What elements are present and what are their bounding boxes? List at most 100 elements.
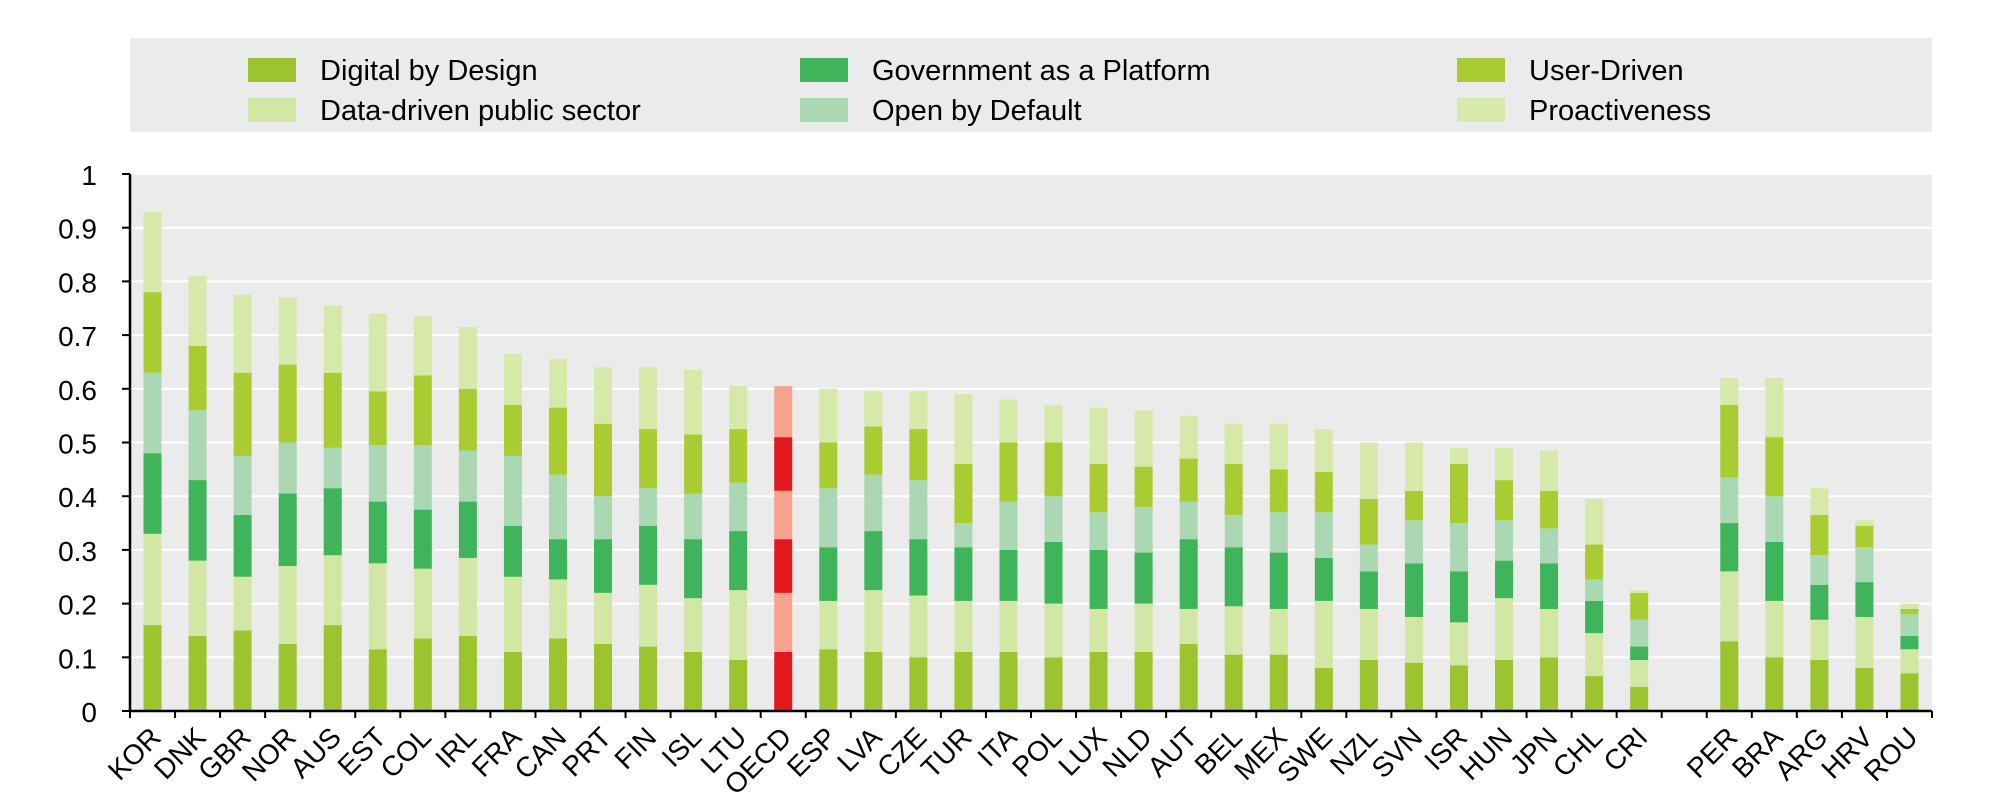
bar-gbr <box>233 294 252 711</box>
bar-segment-user-driven <box>1495 480 1514 521</box>
bar-segment-government-as-a-platform <box>1540 563 1559 609</box>
bar-segment-open-by-default <box>999 501 1018 550</box>
bar-segment-user-driven <box>909 429 928 481</box>
bar-chl <box>1585 498 1604 711</box>
bar-segment-proactiveness <box>233 294 252 373</box>
legend-item-digital-by-design: Digital by Design <box>248 55 538 87</box>
y-tick-label: 0.4 <box>58 482 97 513</box>
bar-segment-proactiveness <box>639 367 658 430</box>
bar-rou <box>1900 603 1919 711</box>
bar-segment-user-driven <box>1224 463 1243 515</box>
bar-segment-open-by-default <box>368 445 387 502</box>
bar-segment-open-by-default <box>1630 619 1649 647</box>
bar-segment-data-driven-public-sector <box>999 600 1018 652</box>
bar-segment-government-as-a-platform <box>1044 541 1063 604</box>
bar-segment-government-as-a-platform <box>323 488 342 556</box>
legend-label: Digital by Design <box>320 55 538 87</box>
bar-segment-open-by-default <box>864 474 883 532</box>
legend-swatch <box>1457 58 1505 82</box>
legend-swatch <box>1457 98 1505 122</box>
bar-segment-government-as-a-platform <box>864 531 883 591</box>
bar-segment-digital-by-design <box>1720 641 1739 711</box>
bar-segment-data-driven-public-sector <box>1179 608 1198 644</box>
bar-segment-government-as-a-platform <box>1179 539 1198 609</box>
bar-segment-digital-by-design <box>458 635 477 711</box>
bar-segment-government-as-a-platform <box>774 539 793 593</box>
bar-fra <box>503 353 522 711</box>
bar-segment-data-driven-public-sector <box>1449 622 1468 666</box>
bar-segment-open-by-default <box>1134 506 1153 553</box>
bar-segment-user-driven <box>323 372 342 448</box>
bar-segment-open-by-default <box>1810 555 1829 585</box>
bar-nzl <box>1359 442 1378 711</box>
legend-label: User-Driven <box>1529 55 1684 87</box>
bar-segment-data-driven-public-sector <box>233 576 252 631</box>
bar-segment-proactiveness <box>368 313 387 392</box>
bar-segment-digital-by-design <box>143 625 162 711</box>
bar-segment-digital-by-design <box>864 651 883 711</box>
bar-segment-open-by-default <box>1269 512 1288 553</box>
bar-segment-digital-by-design <box>1585 676 1604 711</box>
bar-segment-digital-by-design <box>368 649 387 711</box>
bar-segment-digital-by-design <box>1855 668 1874 711</box>
x-tick-label: LUX <box>1052 721 1113 782</box>
bar-segment-user-driven <box>188 345 207 411</box>
bar-segment-digital-by-design <box>1540 657 1559 711</box>
y-tick-label: 0.3 <box>58 536 97 567</box>
bar-segment-open-by-default <box>1540 528 1559 564</box>
bar-segment-open-by-default <box>143 372 162 454</box>
bar-mex <box>1269 423 1288 711</box>
bar-segment-data-driven-public-sector <box>819 600 838 650</box>
bar-segment-data-driven-public-sector <box>954 600 973 652</box>
bar-segment-proactiveness <box>1630 590 1649 593</box>
bar-hrv <box>1855 520 1874 711</box>
bar-segment-data-driven-public-sector <box>1314 600 1333 669</box>
bar-segment-proactiveness <box>413 316 432 376</box>
bar-segment-data-driven-public-sector <box>278 566 297 644</box>
bar-segment-user-driven <box>684 434 703 494</box>
bar-segment-proactiveness <box>774 386 793 438</box>
bar-segment-open-by-default <box>458 450 477 502</box>
bar-segment-government-as-a-platform <box>1449 571 1468 623</box>
bar-segment-digital-by-design <box>323 625 342 711</box>
bar-segment-proactiveness <box>278 297 297 365</box>
bar-segment-data-driven-public-sector <box>458 557 477 636</box>
bar-segment-digital-by-design <box>1495 659 1514 711</box>
bar-oecd <box>774 386 793 711</box>
bar-segment-user-driven <box>1765 437 1784 497</box>
x-tick-label: JPN <box>1504 721 1563 780</box>
bar-segment-digital-by-design <box>729 659 748 711</box>
bar-segment-government-as-a-platform <box>1359 571 1378 609</box>
y-tick-label: 0.5 <box>58 429 97 460</box>
bar-isr <box>1449 447 1468 711</box>
bar-segment-open-by-default <box>1449 523 1468 572</box>
bar-segment-government-as-a-platform <box>954 547 973 601</box>
bar-segment-user-driven <box>954 463 973 524</box>
bar-segment-government-as-a-platform <box>188 480 207 561</box>
bar-segment-proactiveness <box>684 370 703 435</box>
bar-segment-proactiveness <box>1179 415 1198 459</box>
bar-segment-government-as-a-platform <box>1630 646 1649 660</box>
bar-segment-government-as-a-platform <box>999 549 1018 601</box>
bar-ita <box>999 399 1018 711</box>
bar-segment-digital-by-design <box>188 635 207 711</box>
x-tick-label: EST <box>332 721 392 781</box>
bar-segment-government-as-a-platform <box>1314 557 1333 601</box>
bar-segment-proactiveness <box>864 391 883 427</box>
legend-swatch <box>248 58 296 82</box>
bar-segment-proactiveness <box>1765 378 1784 438</box>
bar-segment-data-driven-public-sector <box>1269 608 1288 655</box>
x-tick-label: TUR <box>915 721 978 784</box>
bar-segment-open-by-default <box>1855 547 1874 583</box>
bar-segment-proactiveness <box>1810 488 1829 515</box>
bar-segment-open-by-default <box>233 455 252 515</box>
bar-segment-government-as-a-platform <box>1404 563 1423 618</box>
bar-lux <box>1089 407 1108 711</box>
bar-segment-proactiveness <box>1359 442 1378 499</box>
bar-segment-data-driven-public-sector <box>1720 571 1739 642</box>
bar-segment-data-driven-public-sector <box>1540 608 1559 658</box>
bar-hun <box>1495 447 1514 711</box>
bar-segment-government-as-a-platform <box>278 493 297 567</box>
bar-segment-open-by-default <box>729 482 748 532</box>
bar-segment-proactiveness <box>503 353 522 405</box>
